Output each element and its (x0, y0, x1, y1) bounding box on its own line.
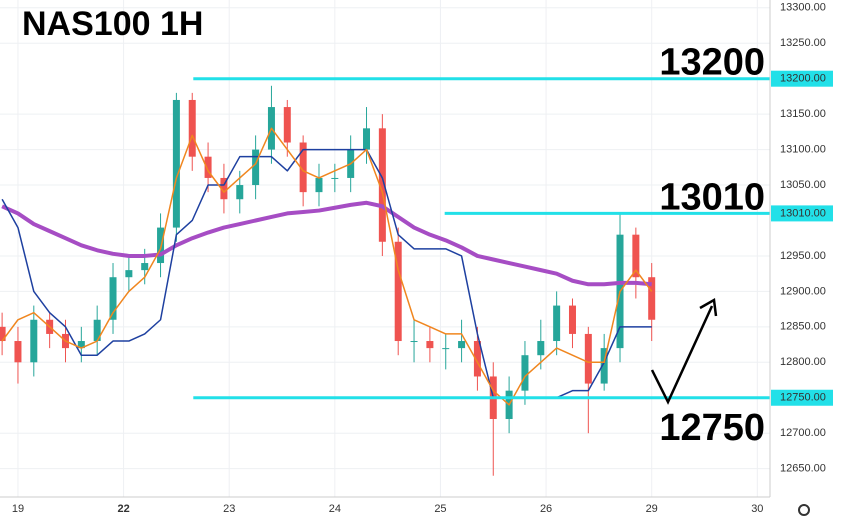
candle-body (188, 99, 196, 157)
y-tick-label: 12800.00 (780, 356, 826, 368)
candle-body (0, 326, 6, 342)
x-tick-label: 23 (223, 503, 235, 515)
candle-body (394, 241, 402, 342)
y-tick-label: 12950.00 (780, 250, 826, 262)
candle-body (30, 319, 38, 363)
level-label: 13010 (659, 176, 765, 218)
candle-body (584, 333, 592, 384)
candle-body (648, 277, 656, 320)
candle-body (252, 149, 260, 186)
candle-body (537, 341, 545, 356)
arrow (650, 305, 714, 405)
candle-body (315, 177, 323, 193)
indicator-line (1, 127, 653, 406)
settings-icon[interactable] (798, 504, 810, 516)
candle-body (521, 355, 529, 391)
candle-body (204, 156, 212, 178)
candle-body (426, 341, 434, 349)
y-tick-label: 13100.00 (780, 144, 826, 156)
candle-body (410, 341, 418, 343)
candle-body (442, 348, 450, 350)
x-tick-label: 19 (12, 503, 24, 515)
arrow-head (699, 297, 718, 317)
candle-body (109, 277, 117, 320)
candle-body (14, 341, 22, 363)
y-tick-label: 13300.00 (780, 2, 826, 14)
x-tick-label: 25 (434, 503, 446, 515)
candle-body (299, 142, 307, 193)
candle-body (553, 305, 561, 342)
candle-body (77, 341, 85, 349)
level-axis-label: 13010.00 (780, 207, 826, 219)
chart-title: NAS100 1H (22, 5, 203, 43)
level-axis-box (771, 70, 833, 87)
candle-body (172, 99, 180, 228)
grid (0, 0, 770, 497)
candle-body (236, 185, 244, 200)
y-tick-label: 12700.00 (780, 427, 826, 439)
level-label: 13200 (659, 42, 765, 84)
candle-body (378, 128, 386, 242)
x-tick-label: 26 (540, 503, 552, 515)
candle-body (632, 234, 640, 278)
candle-body (568, 305, 576, 334)
y-tick-label: 12900.00 (780, 285, 826, 297)
y-tick-label: 13250.00 (780, 37, 826, 49)
level-axis-box (771, 389, 833, 406)
x-tick-label: 30 (751, 503, 763, 515)
y-tick-label: 13050.00 (780, 179, 826, 191)
candle-body (125, 270, 133, 278)
axes: 12650.00 12700.00 12800.00 12850.00 12900.00… (12, 2, 833, 515)
y-tick-label: 12650.00 (780, 463, 826, 475)
level-label: 12750 (659, 407, 765, 449)
candle-body (600, 348, 608, 384)
indicator-line (1, 200, 652, 287)
level-axis-label: 12750.00 (780, 392, 826, 404)
y-tick-label: 12850.00 (780, 321, 826, 333)
x-tick-label: 24 (329, 503, 341, 515)
candle-body (473, 341, 481, 377)
x-tick-label: 22 (117, 503, 129, 515)
plot (0, 77, 770, 476)
candle-body (458, 341, 466, 349)
candle-body (283, 107, 291, 143)
candle-body (141, 263, 149, 271)
candle-body (93, 319, 101, 342)
candle-body (363, 128, 371, 150)
y-tick-label: 13150.00 (780, 108, 826, 120)
candle-body (331, 177, 339, 179)
level-axis-label: 13200.00 (780, 73, 826, 85)
x-tick-label: 29 (646, 503, 658, 515)
level-axis-box (771, 205, 833, 222)
candle-body (157, 227, 165, 264)
candle-body (220, 177, 228, 200)
